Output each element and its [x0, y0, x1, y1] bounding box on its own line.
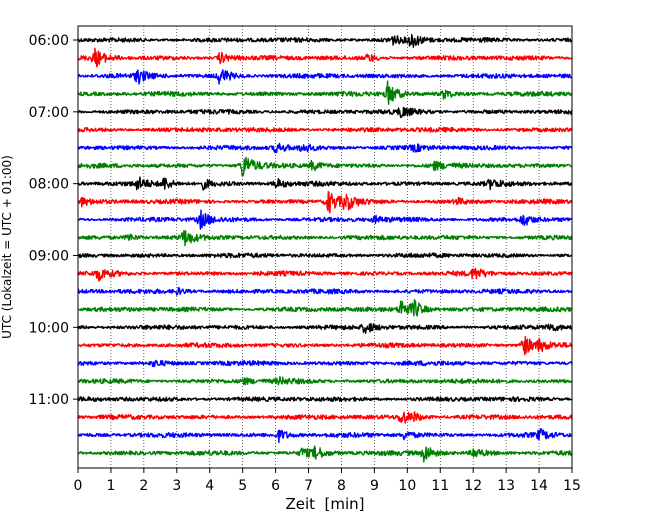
seismic-trace: [77, 80, 573, 105]
x-tick-label: 15: [563, 478, 581, 494]
x-tick-label: 10: [398, 478, 416, 494]
x-tick-label: 0: [74, 478, 83, 494]
seismic-trace: [77, 375, 573, 386]
x-tick-label: 8: [337, 478, 346, 494]
x-tick-label: 5: [238, 478, 247, 494]
x-tick-label: 11: [431, 478, 449, 494]
y-tick-label: 06:00: [29, 33, 69, 49]
y-axis-label: UTC (Lokalzeit = UTC + 01:00): [0, 155, 14, 339]
x-tick-label: 1: [106, 478, 115, 494]
x-tick-label: 4: [205, 478, 214, 494]
x-tick-label: 6: [271, 478, 280, 494]
seismic-trace: [77, 323, 573, 334]
x-tick-label: 2: [139, 478, 148, 494]
trace-group: [77, 33, 573, 463]
x-tick-label: 3: [172, 478, 181, 494]
seismic-trace: [77, 126, 573, 133]
plot-frame: [77, 25, 573, 469]
seismic-trace: [77, 286, 573, 296]
x-tick-label: 14: [530, 478, 548, 494]
seismic-trace: [77, 69, 573, 85]
x-tick-label: 12: [464, 478, 482, 494]
y-tick-label: 11:00: [29, 392, 69, 408]
y-axis: 06:00 07:00 08:00 09:00 10:00 11:00: [29, 33, 78, 408]
y-tick-label: 07:00: [29, 105, 69, 121]
seismic-trace: [77, 176, 573, 191]
seismic-trace: [77, 411, 573, 424]
seismic-trace: [77, 209, 573, 230]
seismic-trace: [77, 427, 573, 444]
seismic-trace: [77, 335, 573, 356]
seismic-trace: [77, 267, 573, 282]
seismic-trace: [77, 142, 573, 154]
seismic-trace: [77, 33, 573, 48]
seismic-trace: [77, 47, 573, 68]
seismic-trace: [77, 106, 573, 119]
x-tick-label: 9: [370, 478, 379, 494]
seismic-trace: [77, 229, 573, 247]
seismic-trace: [77, 396, 573, 403]
x-axis: 0 1 2 3 4 5 6 7 8 9 10 11 12 13 14 15: [74, 468, 581, 494]
x-tick-label: 13: [497, 478, 515, 494]
x-axis-label: Zeit [min]: [285, 495, 364, 513]
x-tick-label: 7: [304, 478, 313, 494]
seismic-trace: [77, 445, 573, 463]
seismic-trace: [77, 156, 573, 177]
seismic-trace: [77, 191, 573, 214]
y-tick-label: 10:00: [29, 320, 69, 336]
seismic-trace: [77, 252, 573, 259]
seismic-trace: [77, 298, 573, 317]
y-tick-label: 09:00: [29, 248, 69, 264]
seismic-trace: [77, 359, 573, 368]
y-tick-label: 08:00: [29, 177, 69, 193]
